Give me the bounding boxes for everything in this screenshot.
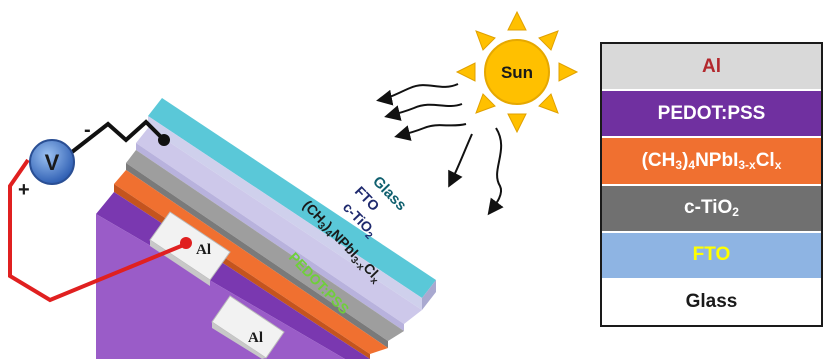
black-wire bbox=[70, 119, 166, 154]
stack-layer-pedot: PEDOT:PSS bbox=[602, 91, 821, 139]
sun-label: Sun bbox=[501, 63, 533, 82]
tio2-layer bbox=[126, 150, 404, 348]
light-ray bbox=[487, 127, 504, 216]
stack-label-glass: Glass bbox=[685, 291, 738, 313]
stack-label-al: Al bbox=[702, 55, 721, 77]
light-ray bbox=[448, 133, 473, 188]
al-label-top: Al bbox=[196, 242, 211, 258]
al-electrode-bottom bbox=[211, 295, 285, 359]
stack-label-perovskite: (CH3)4NPbI3-xClx bbox=[641, 149, 782, 172]
light-ray bbox=[384, 103, 463, 121]
stack-label-pedot: PEDOT:PSS bbox=[657, 102, 766, 124]
stack-layer-al: Al bbox=[602, 44, 821, 92]
stack-label-tio2: c-TiO2 bbox=[684, 197, 739, 220]
minus-sign: - bbox=[84, 119, 91, 141]
glass-layer bbox=[148, 98, 436, 310]
sun-icon bbox=[455, 10, 579, 134]
fto-layer bbox=[136, 128, 422, 331]
light-ray bbox=[394, 123, 467, 141]
voltmeter-symbol: V bbox=[45, 150, 60, 175]
al-label-bottom: Al bbox=[248, 330, 263, 346]
stack-label-fto: FTO bbox=[692, 244, 731, 266]
stack-layer-perovskite: (CH3)4NPbI3-xClx bbox=[602, 138, 821, 186]
contact-dot-black bbox=[158, 134, 170, 146]
light-rays bbox=[376, 83, 504, 216]
contact-dot-red bbox=[180, 237, 192, 249]
voltmeter-icon bbox=[29, 139, 75, 185]
stack-layer-tio2: c-TiO2 bbox=[602, 185, 821, 233]
light-ray bbox=[376, 83, 459, 106]
stack-layer-fto: FTO bbox=[602, 232, 821, 280]
stack-layer-glass: Glass bbox=[602, 279, 821, 326]
plus-sign: + bbox=[18, 179, 30, 201]
layer-stack: Al PEDOT:PSS (CH3)4NPbI3-xClx c-TiO2 FTO… bbox=[600, 42, 823, 327]
red-wire bbox=[8, 158, 187, 303]
